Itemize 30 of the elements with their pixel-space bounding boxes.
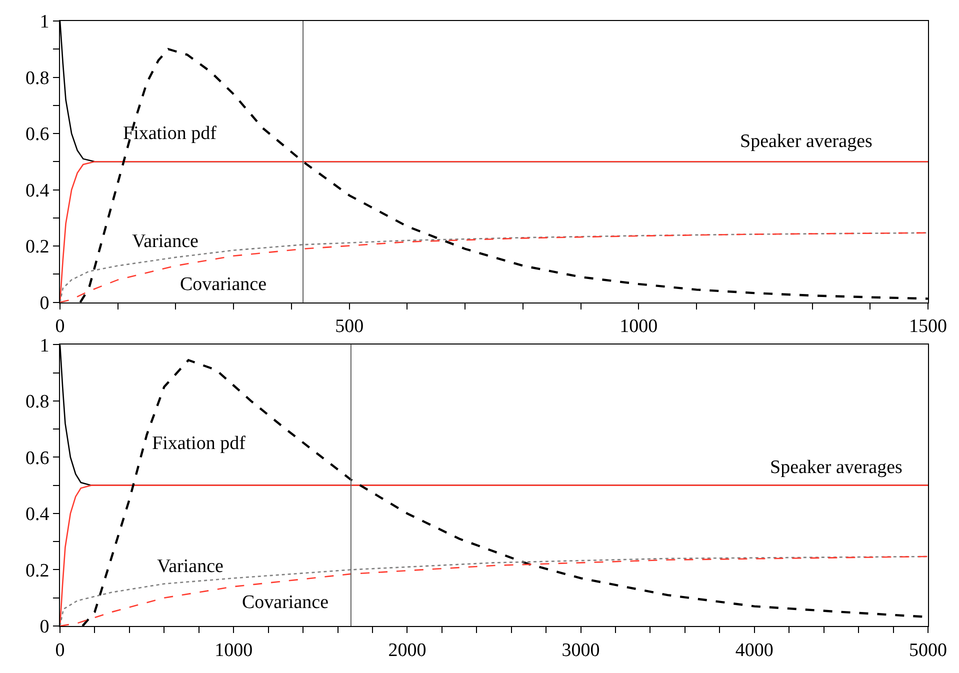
x-tick-label: 1500 (909, 316, 947, 338)
annotation: Fixation pdf (123, 123, 218, 144)
x-tick-label: 1000 (214, 640, 253, 661)
annotation: Covariance (180, 274, 267, 295)
x-tick-label: 1000 (620, 316, 658, 338)
y-tick-label: 0.8 (25, 392, 50, 413)
y-tick-label: 0.6 (25, 448, 50, 469)
y-tick-label: 0.6 (25, 124, 50, 146)
annotation: Variance (157, 556, 224, 577)
x-tick-label: 4000 (735, 640, 774, 661)
x-tick-label: 5000 (909, 640, 947, 661)
y-tick-label: 0 (40, 292, 50, 314)
y-tick-label: 0.2 (25, 236, 50, 258)
annotation: Fixation pdf (152, 433, 246, 454)
annotation: Covariance (242, 592, 329, 613)
y-tick-label: 0.8 (25, 68, 50, 89)
x-tick-label: 0 (55, 316, 65, 338)
y-tick-label: 1 (40, 12, 50, 33)
x-tick-label: 2000 (388, 640, 426, 661)
y-tick-label: 1 (40, 335, 50, 356)
x-tick-label: 3000 (562, 640, 600, 661)
y-tick-label: 0.4 (25, 504, 50, 526)
annotation: Speaker averages (770, 457, 902, 478)
x-tick-label: 0 (55, 640, 65, 661)
annotation: Speaker averages (740, 131, 872, 152)
y-tick-label: 0 (40, 616, 50, 638)
x-tick-label: 500 (335, 316, 364, 338)
y-tick-label: 0.4 (25, 180, 50, 202)
y-tick-label: 0.2 (25, 560, 50, 582)
annotation: Variance (132, 231, 198, 252)
